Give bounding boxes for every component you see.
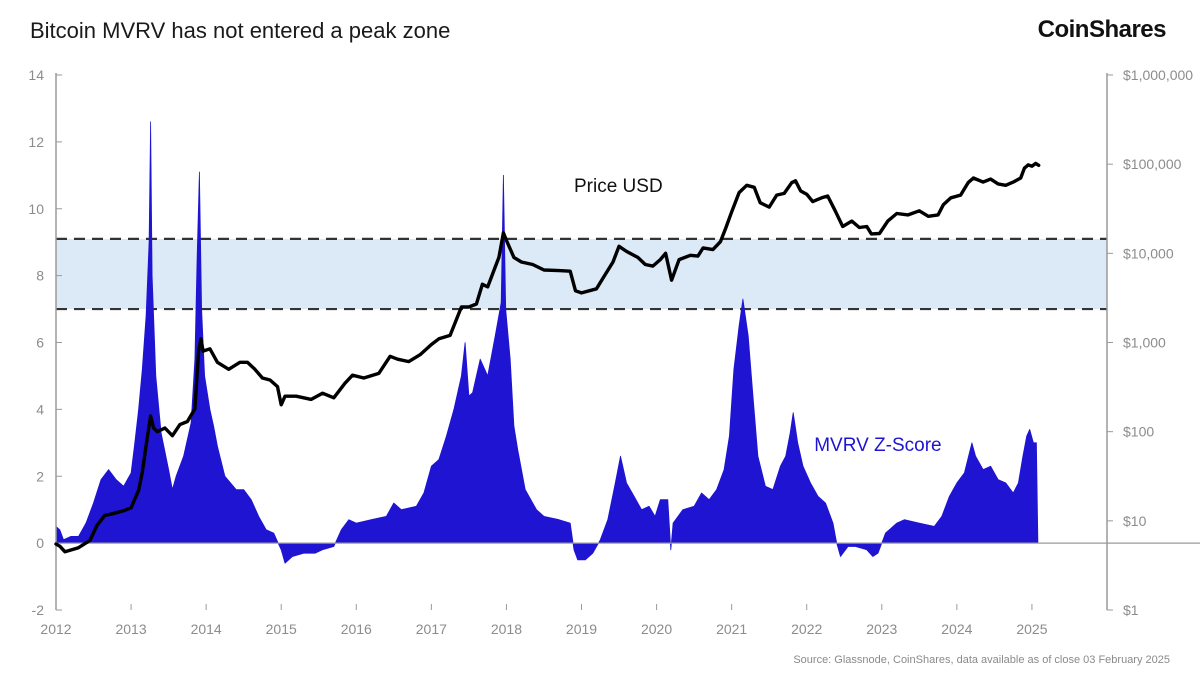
- mvrv-zscore-area: [55, 121, 1039, 564]
- right-tick-label: $1,000,000: [1123, 67, 1193, 83]
- x-tick-label: 2015: [266, 621, 297, 637]
- left-tick-label: 12: [28, 134, 44, 150]
- x-tick-label: 2024: [941, 621, 972, 637]
- series-labels: Price USD MVRV Z-Score: [574, 176, 942, 456]
- x-tick-label: 2012: [40, 621, 71, 637]
- left-tick-label: 8: [36, 268, 44, 284]
- price-usd-line: [54, 161, 1041, 554]
- x-tick-label: 2022: [791, 621, 822, 637]
- x-tick-label: 2019: [566, 621, 597, 637]
- right-tick-label: $10: [1123, 513, 1147, 529]
- source-note: Source: Glassnode, CoinShares, data avai…: [793, 654, 1170, 666]
- x-tick-label: 2025: [1016, 621, 1047, 637]
- chart-axes: -2 0 2 4 6 8 10 12 14 $1 $10 $100 $1,000 $10,000 $100,…: [28, 67, 1200, 637]
- x-tick-label: 2018: [491, 621, 522, 637]
- price-usd-label: Price USD: [574, 176, 663, 197]
- right-tick-label: $10,000: [1123, 245, 1174, 261]
- left-tick-label: 2: [36, 468, 44, 484]
- left-tick-label: 0: [36, 535, 44, 551]
- x-tick-label: 2023: [866, 621, 897, 637]
- right-tick-label: $100: [1123, 424, 1154, 440]
- price-usd-series: [54, 161, 1041, 554]
- coinshares-logo: CoinShares: [1037, 16, 1167, 43]
- x-tick-label: 2021: [716, 621, 747, 637]
- right-tick-label: $100,000: [1123, 156, 1182, 172]
- left-tick-label: 14: [28, 67, 44, 83]
- peak-zone-fill: [56, 238, 1107, 310]
- left-tick-label: -2: [32, 602, 45, 618]
- x-tick-label: 2016: [341, 621, 372, 637]
- x-tick-label: 2020: [641, 621, 672, 637]
- mvrv-zscore-series: [55, 121, 1039, 564]
- right-tick-label: $1,000: [1123, 335, 1166, 351]
- left-tick-label: 6: [36, 335, 44, 351]
- left-tick-label: 10: [28, 201, 44, 217]
- left-tick-label: 4: [36, 401, 44, 417]
- x-tick-label: 2017: [416, 621, 447, 637]
- x-tick-label: 2013: [115, 621, 146, 637]
- x-tick-label: 2014: [191, 621, 222, 637]
- mvrv-zscore-label: MVRV Z-Score: [814, 435, 941, 456]
- right-tick-label: $1: [1123, 602, 1139, 618]
- chart-title: Bitcoin MVRV has not entered a peak zone: [30, 18, 451, 43]
- peak-zone-band: [56, 237, 1107, 311]
